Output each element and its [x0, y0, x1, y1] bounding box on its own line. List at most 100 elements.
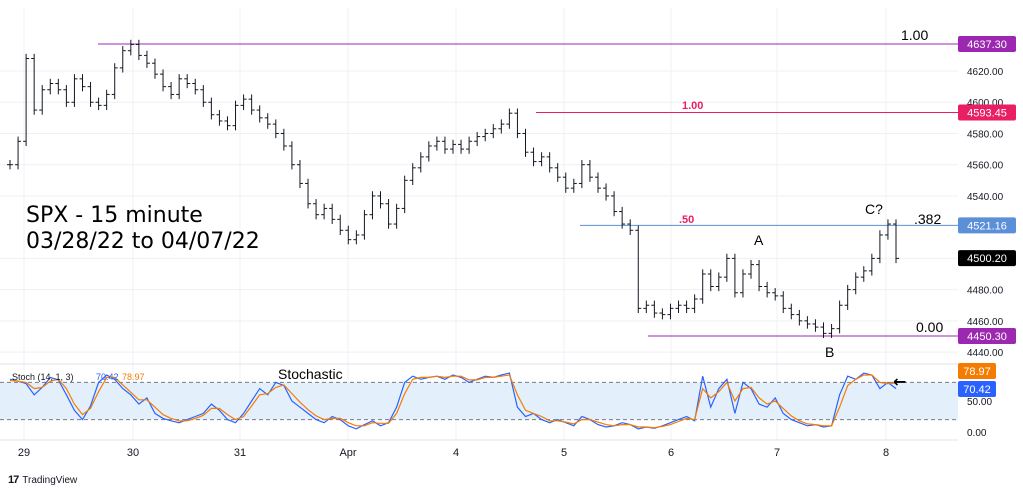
price-bar [772, 288, 779, 301]
fib-inner-mid-label: .50 [679, 214, 694, 226]
price-tag-bg [958, 36, 1016, 52]
price-bar [264, 113, 271, 129]
fib-outer-top-label: 1.00 [901, 27, 928, 43]
grid-lines [0, 8, 958, 440]
price-bar [272, 119, 279, 139]
price-bar [691, 294, 698, 314]
price-bar [288, 141, 295, 170]
price-bar [635, 225, 642, 314]
price-bar [530, 147, 537, 167]
time-tick-label: 5 [561, 447, 567, 459]
price-bar [578, 160, 585, 189]
stoch-tag-label: 70.42 [963, 384, 991, 396]
price-bar [256, 105, 263, 123]
price-bar [433, 136, 440, 151]
time-axis: 29 30 31 Apr 4 5 6 7 8 [18, 447, 889, 459]
fib-zero-label: 0.00 [916, 319, 943, 335]
price-bar [71, 74, 78, 107]
price-tag-bg [958, 217, 1016, 234]
price-bar [812, 319, 819, 332]
price-bar [441, 136, 448, 154]
price-bar [876, 230, 883, 264]
price-bar [377, 191, 384, 209]
time-tick-label: Apr [339, 447, 356, 459]
arrow-left-icon: ← [893, 372, 906, 391]
stoch-tag-label: 78.97 [963, 366, 991, 378]
wave-b-label: B [825, 344, 834, 360]
price-bar [176, 74, 183, 100]
price-bar [15, 136, 22, 170]
price-bar [627, 219, 634, 235]
price-bar [7, 160, 13, 170]
price-bar [232, 100, 239, 131]
price-bar [490, 124, 497, 139]
price-bars [7, 39, 899, 339]
price-bar [498, 119, 505, 134]
price-tag-label: 4593.45 [967, 107, 1007, 119]
price-bar [731, 253, 738, 298]
price-bar [852, 272, 859, 295]
price-bar [47, 78, 54, 95]
price-tag-label: 4500.20 [967, 253, 1007, 265]
price-bar [764, 281, 771, 298]
price-bar [79, 74, 86, 92]
stoch-tag-bg [958, 381, 996, 397]
price-bar [715, 272, 722, 292]
price-tag-label: 4637.30 [967, 39, 1007, 51]
fib-382-label: .382 [914, 211, 941, 227]
price-bar [168, 81, 175, 100]
price-bar [192, 78, 199, 95]
price-bar [739, 269, 746, 298]
price-bar [329, 203, 336, 225]
price-tick-label: 4580.00 [967, 129, 1004, 140]
price-bar [836, 300, 843, 334]
price-bar [603, 183, 610, 201]
price-bar [313, 199, 320, 220]
price-bar [804, 316, 811, 329]
price-bar [417, 152, 424, 173]
price-bar [369, 191, 376, 220]
price-bar [39, 85, 46, 115]
price-bar [611, 191, 618, 217]
price-bar [667, 303, 674, 320]
price-bar [554, 163, 561, 182]
price-bar [699, 269, 706, 304]
time-tick-label: 30 [127, 447, 139, 459]
price-bar [127, 39, 134, 56]
price-bar [868, 253, 875, 276]
price-bar [450, 139, 456, 154]
price-bar [884, 219, 891, 240]
time-tick-label: 31 [234, 447, 246, 459]
stoch-legend-k: 70.42 [96, 372, 119, 382]
price-tick-label: 4480.00 [967, 286, 1004, 297]
price-bar [135, 39, 142, 61]
time-tick-label: 4 [453, 447, 459, 459]
stoch-series-line [9, 374, 897, 429]
price-bar [151, 58, 158, 79]
price-bar [23, 53, 30, 146]
price-bar [538, 152, 545, 167]
price-tags: 4637.30 4593.45 4521.16 4500.20 4450.30 [958, 36, 1016, 344]
price-bar [522, 128, 529, 157]
price-bar [643, 300, 650, 314]
price-bar [361, 209, 368, 240]
stoch-tag-bg [958, 363, 996, 379]
price-bar [723, 253, 730, 282]
price-bar [393, 203, 400, 229]
price-bar [594, 172, 601, 193]
price-bar [474, 131, 481, 146]
price-bar [119, 46, 126, 73]
price-tick-label: 4620.00 [967, 67, 1004, 78]
stoch-band [0, 382, 958, 420]
price-bar [466, 136, 473, 154]
price-bar [675, 300, 682, 314]
price-tag-bg [958, 250, 1016, 267]
price-bar [63, 85, 70, 107]
price-tag-label: 4450.30 [967, 331, 1007, 343]
price-bar [216, 110, 223, 126]
price-bar [321, 203, 328, 220]
stoch-tags: 78.97 70.42 [958, 363, 996, 397]
time-tick-label: 6 [668, 447, 674, 459]
price-bar [385, 199, 392, 229]
